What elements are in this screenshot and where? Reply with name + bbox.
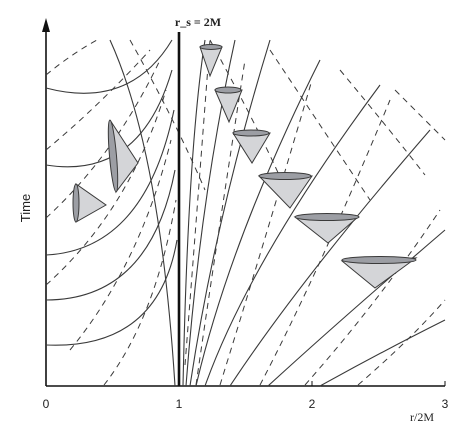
x-tick-label-1: 1 [176,397,183,411]
dashed-line [129,39,206,191]
dashed-line [269,49,371,201]
dashed-line [103,199,177,386]
dashed-line [45,59,161,219]
worldline [267,229,446,387]
dashed-line [357,299,446,386]
dashed-line [69,139,172,351]
worldline [185,39,236,387]
light-cone [232,129,271,164]
worldline [109,39,176,387]
dashed-line [304,209,441,386]
worldline [229,129,431,387]
axes [42,18,446,387]
dashed-line [219,79,313,386]
dashed-line [45,49,151,151]
worldline [45,169,176,301]
light-cone [214,86,243,124]
worldline [45,239,178,346]
y-axis-arrow [42,18,50,32]
worldline [45,109,175,256]
dashed-line [259,99,391,386]
worldline [319,319,446,387]
solid-worldlines [45,32,446,387]
worldline [195,59,321,387]
y-axis-label: Time [18,194,33,222]
light-cone [293,213,360,244]
worldline [189,39,271,387]
x-tick-label-3: 3 [442,397,449,411]
worldline [182,39,206,387]
light-cone [340,256,418,289]
x-tick-label-0: 0 [43,397,50,411]
dashed-line [45,89,167,286]
worldline [45,39,173,94]
x-tick-label-2: 2 [309,397,316,411]
light-cones [72,44,418,289]
light-cone [199,44,223,78]
dashed-line [45,39,98,76]
dashed-line [394,89,446,141]
dashed-line [339,69,426,176]
light-cone [257,172,313,209]
worldline [204,84,381,387]
horizon-label: r_s = 2M [175,15,221,29]
x-axis-label: r/2M [410,410,434,424]
light-cone [107,119,139,194]
light-cone [72,183,107,223]
dashed-null-lines [45,39,446,386]
